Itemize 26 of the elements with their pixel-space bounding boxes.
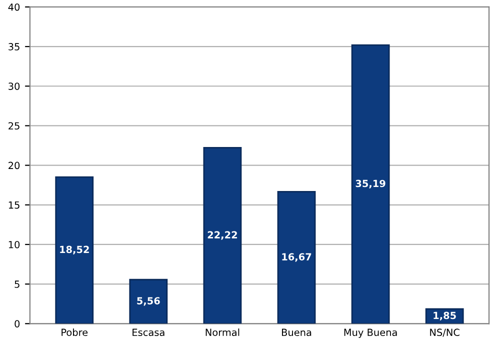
y-tick-label: 0 xyxy=(14,320,20,328)
y-tick-label: 35 xyxy=(8,43,20,50)
y-tick-label: 15 xyxy=(8,201,20,209)
bar xyxy=(351,44,390,324)
y-tick-label: 30 xyxy=(8,82,20,90)
data-label: 22,22 xyxy=(208,231,237,240)
y-tick-label: 20 xyxy=(8,162,20,170)
x-tick-label: Pobre xyxy=(62,328,88,336)
bar xyxy=(129,278,168,324)
data-label: 35,19 xyxy=(356,180,386,188)
x-tick-label: Normal xyxy=(206,328,240,336)
x-tick-label: NS/NC xyxy=(430,328,460,337)
bar xyxy=(55,176,94,324)
bar xyxy=(277,190,316,324)
y-tick-label: 10 xyxy=(8,240,20,248)
data-label: 5,56 xyxy=(137,297,160,306)
x-tick-label: Muy Buena xyxy=(344,328,397,338)
y-tick-label: 40 xyxy=(8,3,20,11)
bar xyxy=(203,147,242,324)
x-tick-label: Escasa xyxy=(132,328,164,336)
data-label: 1,85 xyxy=(434,312,456,320)
data-label: 18,52 xyxy=(60,246,89,254)
x-tick-label: Buena xyxy=(282,328,312,336)
y-tick-label: 5 xyxy=(14,280,20,288)
y-tick-label: 25 xyxy=(8,122,20,130)
data-label: 16,67 xyxy=(282,253,312,262)
